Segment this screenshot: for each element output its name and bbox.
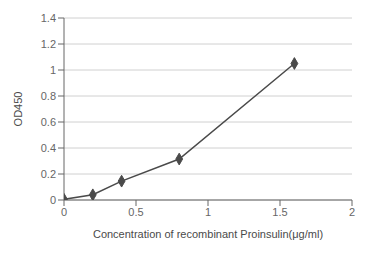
svg-text:1.4: 1.4 — [41, 12, 56, 24]
svg-text:0.2: 0.2 — [41, 168, 56, 180]
svg-text:1: 1 — [205, 206, 211, 218]
svg-text:OD450: OD450 — [12, 92, 24, 127]
svg-text:Concentration of recombinant P: Concentration of recombinant Proinsulin(… — [93, 228, 323, 240]
svg-text:2: 2 — [349, 206, 355, 218]
svg-text:1.2: 1.2 — [41, 38, 56, 50]
svg-text:0.8: 0.8 — [41, 90, 56, 102]
svg-text:1: 1 — [50, 64, 56, 76]
svg-text:0.6: 0.6 — [41, 116, 56, 128]
svg-text:0: 0 — [61, 206, 67, 218]
svg-text:0.5: 0.5 — [128, 206, 143, 218]
svg-text:0: 0 — [50, 194, 56, 206]
svg-text:1.5: 1.5 — [272, 206, 287, 218]
svg-text:0.4: 0.4 — [41, 142, 56, 154]
